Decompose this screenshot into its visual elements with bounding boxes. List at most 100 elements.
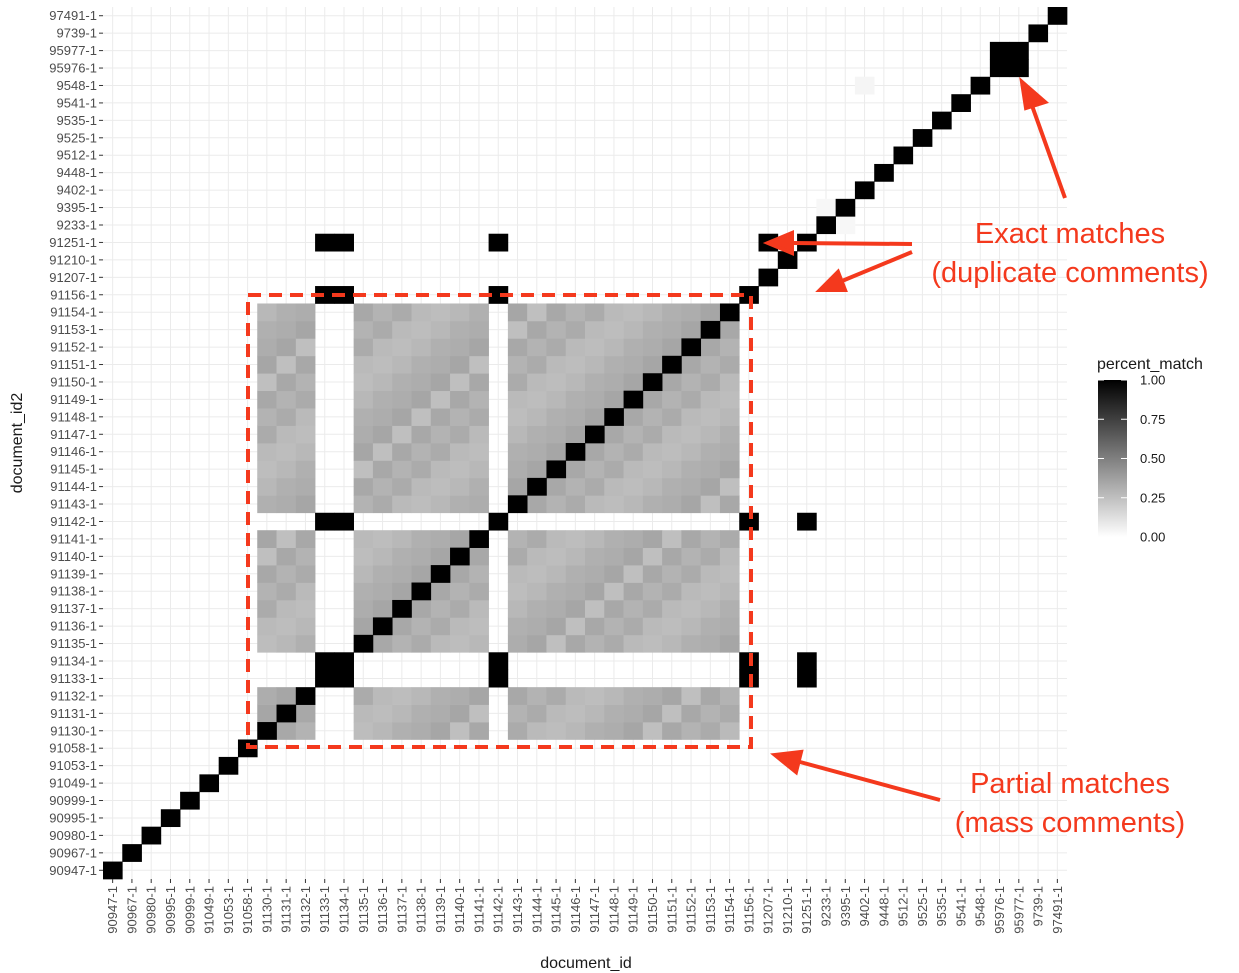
heatmap-cell — [623, 425, 644, 444]
heatmap-cell — [623, 722, 644, 740]
heatmap-cell — [1009, 41, 1029, 60]
heatmap-cell — [585, 460, 605, 479]
heatmap-cell — [546, 320, 567, 339]
y-tick-label: 9395-1 — [57, 200, 97, 215]
heatmap-cell — [276, 390, 297, 409]
heatmap-cell — [719, 617, 740, 636]
heatmap-cell — [527, 530, 547, 548]
heatmap-cell — [662, 373, 682, 392]
heatmap-cell — [642, 373, 663, 392]
y-tick-label: 91143-1 — [50, 497, 97, 512]
heatmap-cell — [604, 547, 624, 566]
heatmap-cell — [585, 565, 605, 583]
heatmap-cell — [546, 460, 567, 479]
heatmap-cell — [604, 355, 624, 374]
heatmap-cell — [623, 565, 644, 583]
x-tick-label: 91138-1 — [414, 886, 429, 933]
x-tick-label: 91058-1 — [240, 886, 255, 934]
heatmap-cell — [295, 390, 316, 409]
heatmap-cell — [527, 599, 547, 618]
heatmap-cell — [681, 443, 702, 461]
x-tick-label: 91156-1 — [741, 886, 756, 933]
heatmap-cell — [276, 599, 297, 618]
heatmap-cell — [546, 355, 567, 374]
heatmap-cell — [719, 443, 740, 461]
heatmap-cell — [450, 320, 470, 339]
heatmap-cell — [585, 704, 605, 723]
heatmap-cell — [257, 303, 277, 322]
heatmap-cell — [276, 617, 297, 636]
heatmap-cell — [507, 338, 528, 357]
heatmap-cell — [353, 530, 374, 548]
heatmap-cell — [719, 582, 740, 601]
x-tick-label: 91132-1 — [298, 886, 313, 933]
heatmap-cell — [662, 547, 682, 566]
x-tick-label: 90967-1 — [124, 886, 139, 934]
heatmap-cell — [565, 338, 586, 357]
heatmap-cell — [430, 547, 451, 566]
heatmap-cell — [450, 634, 470, 653]
heatmap-cell — [430, 338, 451, 357]
heatmap-cell — [681, 599, 702, 618]
heatmap-cells — [103, 7, 1068, 880]
heatmap-cell — [662, 565, 682, 583]
heatmap-cell — [392, 599, 412, 618]
heatmap-cell — [469, 687, 489, 705]
heatmap-cell — [372, 443, 393, 461]
x-tick-label: 91131-1 — [279, 886, 294, 933]
heatmap-cell — [392, 530, 412, 548]
heatmap-cell — [951, 94, 971, 112]
heatmap-cell — [450, 390, 470, 409]
heatmap-cell — [392, 303, 412, 322]
heatmap-cell — [623, 704, 644, 723]
heatmap-cell — [469, 634, 489, 653]
heatmap-cell — [392, 443, 412, 461]
y-tick-label: 9535-1 — [57, 113, 97, 128]
heatmap-cell — [372, 408, 393, 426]
x-tick-label: 91134-1 — [337, 886, 352, 933]
heatmap-cell — [507, 599, 528, 618]
heatmap-cell — [565, 687, 586, 705]
heatmap-cell — [507, 460, 528, 479]
heatmap-cell — [450, 443, 470, 461]
heatmap-cell — [353, 408, 374, 426]
x-tick-label: 90947-1 — [105, 886, 120, 934]
heatmap-cell — [450, 338, 470, 357]
heatmap-cell — [411, 687, 432, 705]
heatmap-cell — [681, 530, 702, 548]
y-tick-label: 9525-1 — [57, 130, 97, 145]
heatmap-cell — [430, 495, 451, 514]
heatmap-cell — [392, 460, 412, 479]
y-tick-label: 91135-1 — [50, 636, 97, 651]
heatmap-cell — [411, 582, 432, 601]
heatmap-cell — [411, 599, 432, 618]
heatmap-cell — [932, 111, 952, 130]
x-tick-label: 91137-1 — [394, 886, 409, 933]
heatmap-cell — [392, 373, 412, 392]
heatmap-cell — [257, 634, 277, 653]
heatmap-cell — [372, 530, 393, 548]
heatmap-cell — [353, 303, 374, 322]
y-tick-label: 91132-1 — [50, 688, 97, 703]
heatmap-cell — [411, 547, 432, 566]
heatmap-cell — [450, 495, 470, 514]
heatmap-cell — [642, 599, 663, 618]
heatmap-cell — [623, 617, 644, 636]
heatmap-cell — [585, 547, 605, 566]
heatmap-cell — [700, 617, 721, 636]
heatmap-cell — [469, 477, 489, 496]
heatmap-cell — [604, 443, 624, 461]
heatmap-cell — [372, 634, 393, 653]
x-tick-label: 97491-1 — [1050, 886, 1065, 934]
y-tick-label: 9448-1 — [57, 165, 97, 180]
heatmap-cell — [604, 338, 624, 357]
heatmap-cell — [546, 530, 567, 548]
heatmap-cell — [353, 443, 374, 461]
heatmap-cell — [411, 565, 432, 583]
x-tick-label: 91150-1 — [645, 886, 660, 933]
heatmap-cell — [604, 530, 624, 548]
heatmap-cell — [411, 408, 432, 426]
annotation-partial-line-2: (mass comments) — [955, 807, 1185, 839]
heatmap-cell — [276, 303, 297, 322]
x-tick-label: 91148-1 — [606, 886, 621, 933]
